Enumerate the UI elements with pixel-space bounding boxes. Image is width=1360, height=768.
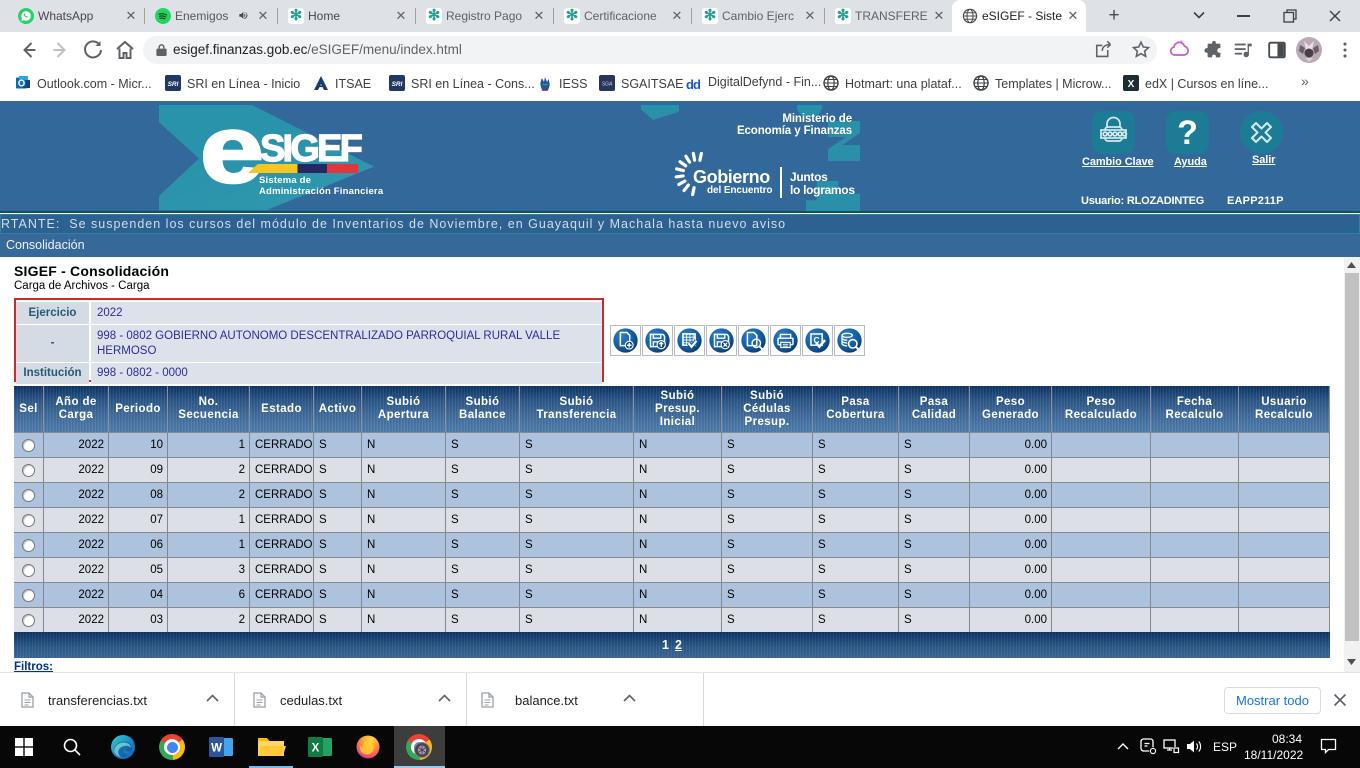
- svg-text:SGA: SGA: [602, 82, 613, 88]
- svg-text:SRI: SRI: [392, 81, 403, 88]
- svg-text:X: X: [1128, 79, 1135, 90]
- svg-text:C: C: [814, 335, 820, 345]
- svg-text:SRI: SRI: [168, 81, 179, 88]
- svg-text:W: W: [211, 743, 222, 755]
- svg-text:X: X: [312, 743, 320, 755]
